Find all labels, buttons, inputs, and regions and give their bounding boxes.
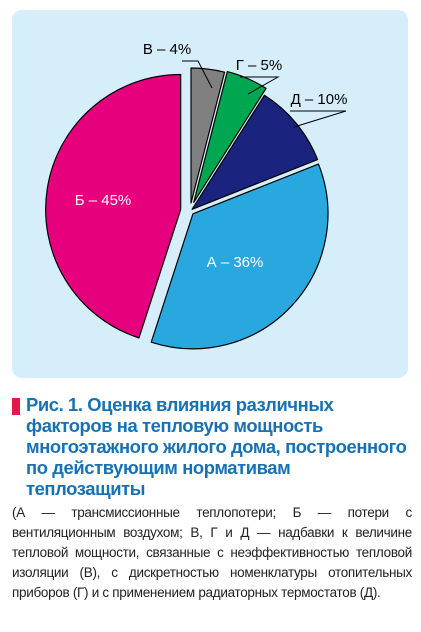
caption-note: (А — трансмиссионные теплопотери; Б — по… (12, 505, 412, 600)
pie-slice-2 (45, 73, 182, 339)
caption-title: Рис. 1. Оценка влияния различных факторо… (26, 394, 407, 499)
pie-chart: А – 36% Б – 45% В – 4% Г – 5% Д – 10% (45, 41, 348, 350)
pie-slice-5 (191, 94, 319, 210)
leader-line-5 (290, 110, 347, 128)
slices-group (45, 67, 329, 350)
slice-label-4: Г – 5% (236, 57, 282, 74)
labels-group: А – 36% Б – 45% В – 4% Г – 5% Д – 10% (75, 41, 348, 271)
leaders-group (182, 60, 347, 128)
pie-slice-3 (190, 67, 226, 204)
slice-label-1: А – 36% (207, 254, 264, 271)
pie-slice-4 (193, 70, 267, 203)
leader-line-4 (240, 76, 280, 95)
leader-line-3 (182, 60, 213, 89)
figure-caption: Рис. 1. Оценка влияния различных факторо… (12, 394, 412, 603)
slice-label-2: Б – 45% (75, 192, 132, 209)
slice-label-3: В – 4% (143, 41, 191, 58)
caption-marker (12, 398, 20, 415)
slice-label-5: Д – 10% (291, 91, 348, 108)
pie-slice-1 (150, 163, 329, 350)
